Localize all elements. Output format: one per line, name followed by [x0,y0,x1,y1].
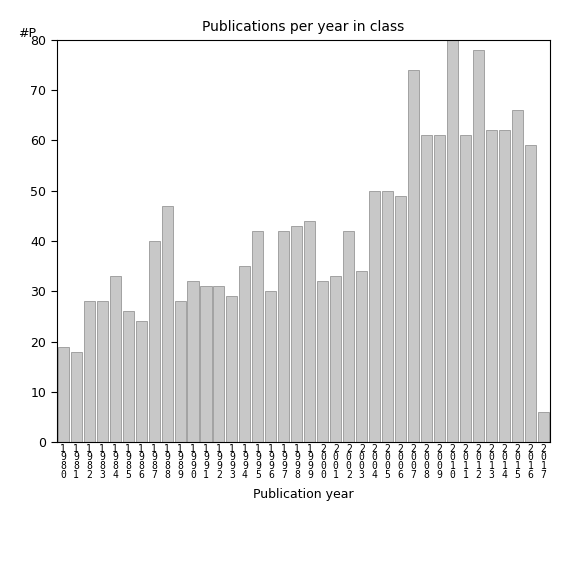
Bar [162,206,172,442]
Bar [460,136,471,442]
Bar [343,231,354,442]
Bar [395,196,406,442]
Bar [226,297,238,442]
Bar [382,191,393,442]
Bar [408,70,419,442]
Bar [239,266,251,442]
Bar [122,311,134,442]
Y-axis label: #P: #P [19,27,36,40]
Bar [421,136,432,442]
Bar [175,302,185,442]
Bar [291,226,302,442]
Bar [318,281,328,442]
X-axis label: Publication year: Publication year [253,488,354,501]
Bar [356,271,367,442]
Bar [213,286,225,442]
Bar [252,231,264,442]
Bar [188,281,198,442]
Bar [434,136,445,442]
Bar [447,40,458,442]
Bar [71,352,82,442]
Bar [486,130,497,442]
Bar [525,145,536,442]
Bar [278,231,289,442]
Bar [512,110,523,442]
Bar [265,291,276,442]
Bar [96,302,108,442]
Bar [499,130,510,442]
Title: Publications per year in class: Publications per year in class [202,20,404,35]
Bar [369,191,380,442]
Bar [538,412,549,442]
Bar [331,276,341,442]
Bar [58,346,69,442]
Bar [473,50,484,442]
Bar [84,302,95,442]
Bar [109,276,121,442]
Bar [149,241,159,442]
Bar [304,221,315,442]
Bar [201,286,211,442]
Bar [136,321,147,442]
